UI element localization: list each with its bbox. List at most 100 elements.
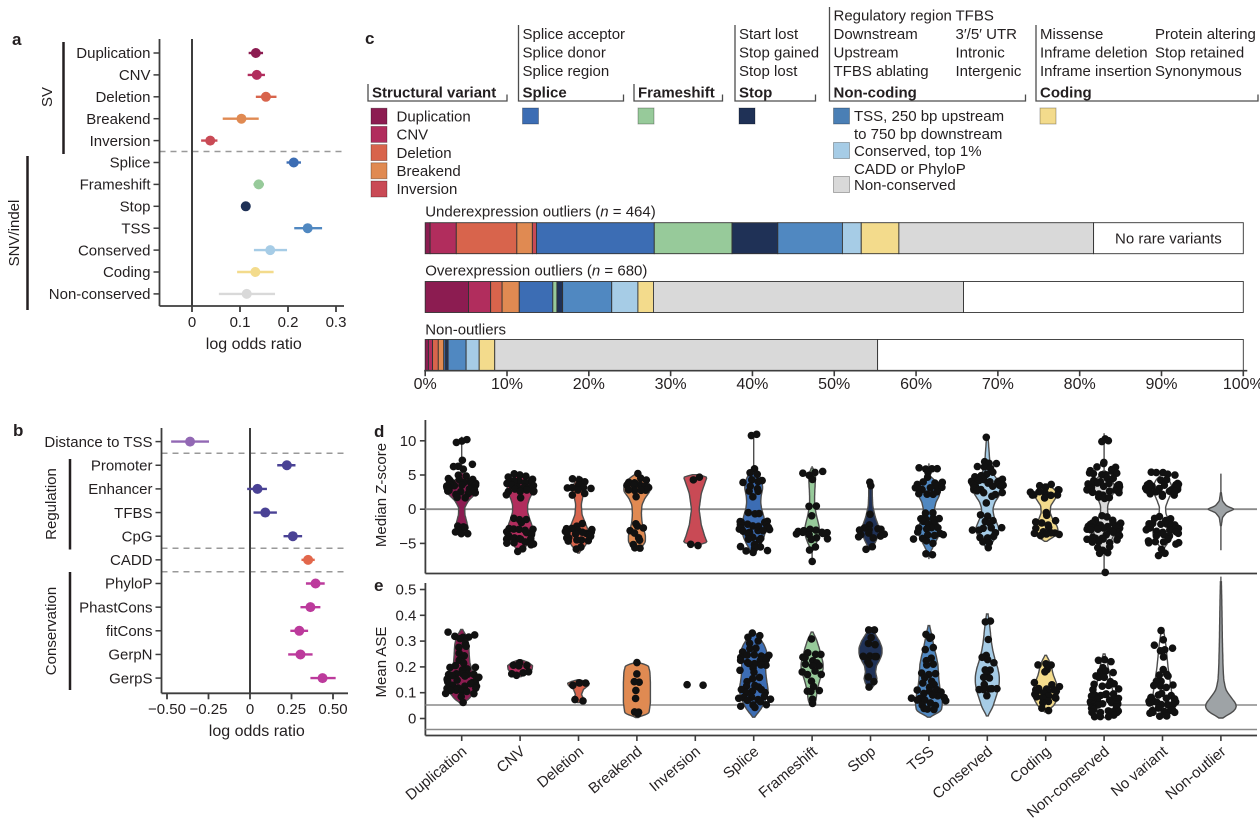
svg-text:PhastCons: PhastCons [79,599,152,616]
svg-text:d: d [374,422,384,441]
svg-text:Breakend: Breakend [397,163,461,180]
svg-text:Splice donor: Splice donor [523,45,606,62]
svg-text:Conservation: Conservation [43,587,60,675]
svg-text:10%: 10% [491,376,523,393]
svg-text:Start lost: Start lost [739,26,799,43]
svg-text:30%: 30% [655,376,687,393]
svg-text:Stop lost: Stop lost [739,63,798,80]
svg-text:CNV: CNV [397,127,429,144]
svg-text:Missense: Missense [1040,26,1103,43]
svg-text:to 750 bp downstream: to 750 bp downstream [854,126,1002,143]
svg-text:Inversion: Inversion [90,133,151,150]
svg-text:Splice region: Splice region [523,63,610,80]
svg-text:0.3: 0.3 [396,633,417,650]
svg-text:20%: 20% [573,376,605,393]
svg-text:10: 10 [400,433,417,450]
svg-text:No rare variants: No rare variants [1115,231,1222,248]
svg-text:GerpS: GerpS [109,670,152,687]
svg-text:Conserved, top 1%: Conserved, top 1% [854,143,982,160]
svg-text:0.1: 0.1 [230,314,251,331]
svg-text:Structural variant: Structural variant [372,85,496,102]
svg-text:CADD or PhyloP: CADD or PhyloP [854,161,966,178]
svg-text:Intergenic: Intergenic [956,63,1022,80]
svg-text:Non-coding: Non-coding [834,85,917,102]
svg-text:0%: 0% [414,376,437,393]
svg-text:Coding: Coding [103,264,151,281]
svg-text:Inframe deletion: Inframe deletion [1040,45,1148,62]
svg-text:0.50: 0.50 [318,701,347,718]
svg-text:Upstream: Upstream [834,45,899,62]
svg-text:5: 5 [408,467,416,484]
svg-text:0: 0 [246,701,254,718]
svg-text:−5: −5 [399,535,416,552]
svg-text:Stop: Stop [120,199,151,216]
svg-text:Deletion: Deletion [95,89,150,106]
svg-text:0.4: 0.4 [396,607,417,624]
svg-text:e: e [374,576,383,595]
svg-text:b: b [13,421,23,440]
svg-text:Median Z-score: Median Z-score [373,443,390,547]
svg-text:Regulatory region: Regulatory region [834,8,952,25]
svg-text:TSS, 250 bp upstream: TSS, 250 bp upstream [854,108,1004,125]
svg-text:0.2: 0.2 [396,659,417,676]
svg-text:Coding: Coding [1040,85,1092,102]
svg-text:0: 0 [188,314,196,331]
svg-text:Stop gained: Stop gained [739,45,819,62]
svg-text:TSS: TSS [121,220,150,237]
svg-text:CpG: CpG [122,528,153,545]
svg-text:Frameshift: Frameshift [638,85,715,102]
svg-text:TFBS ablating: TFBS ablating [834,63,929,80]
svg-text:0: 0 [408,711,416,728]
svg-text:0.3: 0.3 [326,314,347,331]
svg-text:40%: 40% [736,376,768,393]
svg-text:SNV/indel: SNV/indel [6,200,23,267]
svg-text:80%: 80% [1064,376,1096,393]
svg-text:a: a [12,30,22,49]
svg-text:Overexpression outliers (n = 6: Overexpression outliers (n = 680) [425,263,647,280]
svg-text:Non-conserved: Non-conserved [854,177,956,194]
svg-text:TFBS: TFBS [956,8,994,25]
svg-text:Non-conserved: Non-conserved [49,286,151,303]
svg-text:Inversion: Inversion [397,181,458,198]
svg-text:Frameshift: Frameshift [80,177,152,194]
svg-text:Splice acceptor: Splice acceptor [523,26,626,43]
svg-text:Promoter: Promoter [91,457,153,474]
svg-text:Mean ASE: Mean ASE [373,627,390,698]
svg-text:Distance to TSS: Distance to TSS [44,434,152,451]
svg-text:SV: SV [39,87,56,107]
svg-text:TFBS: TFBS [114,505,152,522]
svg-text:−0.25: −0.25 [190,701,228,718]
svg-text:90%: 90% [1145,376,1177,393]
svg-text:Conserved: Conserved [78,242,151,259]
svg-text:c: c [365,29,374,48]
svg-text:Non-outliers: Non-outliers [425,322,506,339]
svg-text:Breakend: Breakend [86,111,150,128]
svg-text:Underexpression outliers (n =: Underexpression outliers (n = 464) [425,204,656,221]
svg-text:Stop: Stop [739,85,772,102]
svg-text:Splice: Splice [110,155,151,172]
svg-text:70%: 70% [982,376,1014,393]
svg-text:Stop retained: Stop retained [1155,45,1244,62]
svg-text:Duplication: Duplication [76,45,150,62]
svg-text:−0.50: −0.50 [148,701,186,718]
svg-text:0.1: 0.1 [396,685,417,702]
svg-text:Regulation: Regulation [43,468,60,540]
svg-text:fitCons: fitCons [106,623,153,640]
svg-text:PhyloP: PhyloP [105,576,153,593]
svg-text:CNV: CNV [119,67,151,84]
svg-text:Synonymous: Synonymous [1155,63,1242,80]
svg-text:Intronic: Intronic [956,45,1006,62]
svg-text:0.2: 0.2 [278,314,299,331]
svg-text:50%: 50% [818,376,850,393]
svg-text:CADD: CADD [110,552,153,569]
svg-text:Enhancer: Enhancer [88,481,152,498]
svg-text:0: 0 [408,501,416,518]
svg-text:Splice: Splice [523,85,567,102]
svg-text:0.25: 0.25 [277,701,306,718]
svg-text:GerpN: GerpN [108,647,152,664]
svg-text:Downstream: Downstream [834,26,918,43]
svg-text:0.5: 0.5 [396,582,417,599]
svg-text:3′/5′ UTR: 3′/5′ UTR [956,26,1018,43]
svg-text:Duplication: Duplication [397,108,471,125]
svg-text:log odds ratio: log odds ratio [209,723,305,740]
